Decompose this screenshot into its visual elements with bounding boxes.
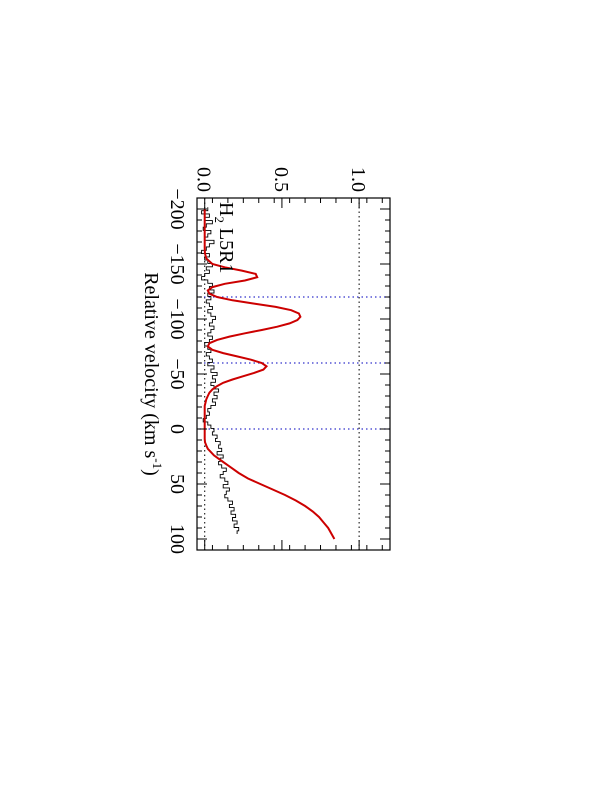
y-tick-label: 1.0: [347, 167, 369, 192]
x-tick-label: 100: [166, 524, 188, 554]
axis-ticks: [196, 197, 390, 551]
y-tick-label: 0.5: [270, 167, 292, 192]
model-fit-line: [203, 209, 336, 540]
x-tick-label: −150: [166, 243, 188, 284]
observed-spectrum-histogram: [201, 207, 240, 534]
x-tick-label: −50: [166, 358, 188, 389]
tick-labels: −200 −150 −100 −50 0 50 100 0.0 0.5 1.0: [166, 167, 369, 554]
data-layer: [201, 207, 336, 540]
x-tick-label: 0: [166, 424, 188, 434]
y-tick-label: 0.0: [193, 167, 215, 192]
x-tick-label: −100: [166, 298, 188, 339]
x-tick-label: −200: [166, 188, 188, 229]
annotation-label: H2 L5R1: [212, 202, 237, 274]
rotated-plot-group: −200 −150 −100 −50 0 50 100 0.0 0.5 1.0 H2 L5R1 R…: [140, 167, 391, 554]
x-tick-label: 50: [166, 474, 188, 494]
x-axis-title: Relative velocity (km s-1): [140, 272, 165, 476]
